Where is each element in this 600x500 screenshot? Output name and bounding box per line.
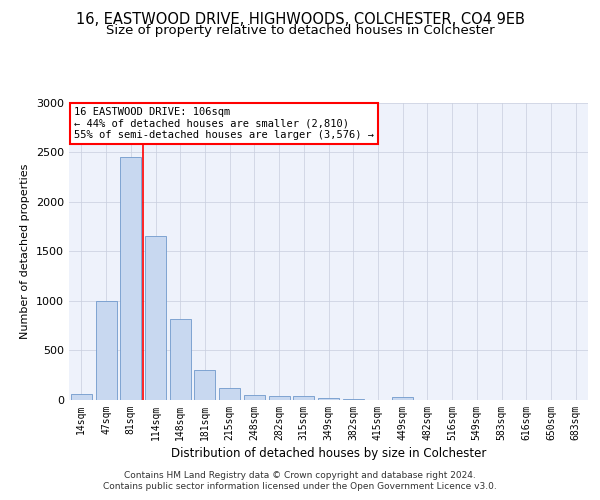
Bar bbox=[170, 318, 191, 400]
Bar bbox=[269, 396, 290, 400]
Bar bbox=[343, 398, 364, 400]
Bar bbox=[318, 398, 339, 400]
Bar bbox=[244, 394, 265, 400]
Bar bbox=[95, 301, 116, 400]
Bar bbox=[194, 370, 215, 400]
Bar bbox=[71, 394, 92, 400]
Bar bbox=[145, 236, 166, 400]
Text: Contains HM Land Registry data © Crown copyright and database right 2024.: Contains HM Land Registry data © Crown c… bbox=[124, 471, 476, 480]
Text: Contains public sector information licensed under the Open Government Licence v3: Contains public sector information licen… bbox=[103, 482, 497, 491]
Bar bbox=[293, 396, 314, 400]
Text: Size of property relative to detached houses in Colchester: Size of property relative to detached ho… bbox=[106, 24, 494, 37]
Bar bbox=[219, 388, 240, 400]
Bar bbox=[392, 397, 413, 400]
Text: 16, EASTWOOD DRIVE, HIGHWOODS, COLCHESTER, CO4 9EB: 16, EASTWOOD DRIVE, HIGHWOODS, COLCHESTE… bbox=[76, 12, 524, 28]
Bar bbox=[120, 157, 141, 400]
Y-axis label: Number of detached properties: Number of detached properties bbox=[20, 164, 31, 339]
Text: 16 EASTWOOD DRIVE: 106sqm
← 44% of detached houses are smaller (2,810)
55% of se: 16 EASTWOOD DRIVE: 106sqm ← 44% of detac… bbox=[74, 107, 374, 140]
X-axis label: Distribution of detached houses by size in Colchester: Distribution of detached houses by size … bbox=[171, 447, 486, 460]
